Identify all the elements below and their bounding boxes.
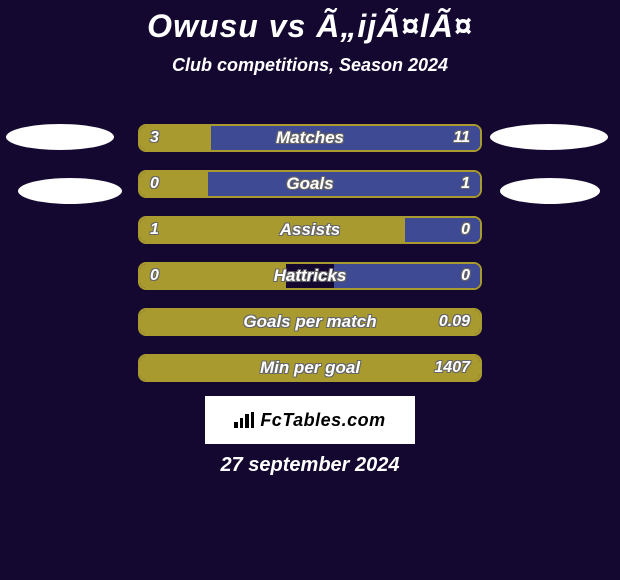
stat-row: 01Goals bbox=[138, 170, 482, 198]
subtitle: Club competitions, Season 2024 bbox=[0, 55, 620, 76]
date-text: 27 september 2024 bbox=[0, 454, 620, 477]
stat-label: Goals bbox=[140, 174, 480, 194]
stat-row: 1407Min per goal bbox=[138, 354, 482, 382]
stat-row: 00Hattricks bbox=[138, 262, 482, 290]
stat-row: 10Assists bbox=[138, 216, 482, 244]
stats-section: 311Matches 01Goals 10Assists 00Hattricks 0.0… bbox=[138, 124, 482, 400]
watermark-box: FcTables.com bbox=[205, 396, 415, 444]
left-team-badge-2 bbox=[18, 178, 122, 204]
page-title: Owusu vs Ã„ijÃ¤lÃ¤ bbox=[0, 0, 620, 45]
stat-label: Goals per match bbox=[140, 312, 480, 332]
left-team-badge-1 bbox=[6, 124, 114, 150]
stat-label: Hattricks bbox=[140, 266, 480, 286]
right-team-badge-2 bbox=[500, 178, 600, 204]
bar-chart-icon bbox=[234, 412, 254, 428]
stat-label: Assists bbox=[140, 220, 480, 240]
stat-label: Min per goal bbox=[140, 358, 480, 378]
watermark-text: FcTables.com bbox=[260, 410, 385, 431]
stat-row: 311Matches bbox=[138, 124, 482, 152]
stat-row: 0.09Goals per match bbox=[138, 308, 482, 336]
right-team-badge-1 bbox=[490, 124, 608, 150]
stat-label: Matches bbox=[140, 128, 480, 148]
infographic-root: Owusu vs Ã„ijÃ¤lÃ¤ Club competitions, Se… bbox=[0, 0, 620, 580]
